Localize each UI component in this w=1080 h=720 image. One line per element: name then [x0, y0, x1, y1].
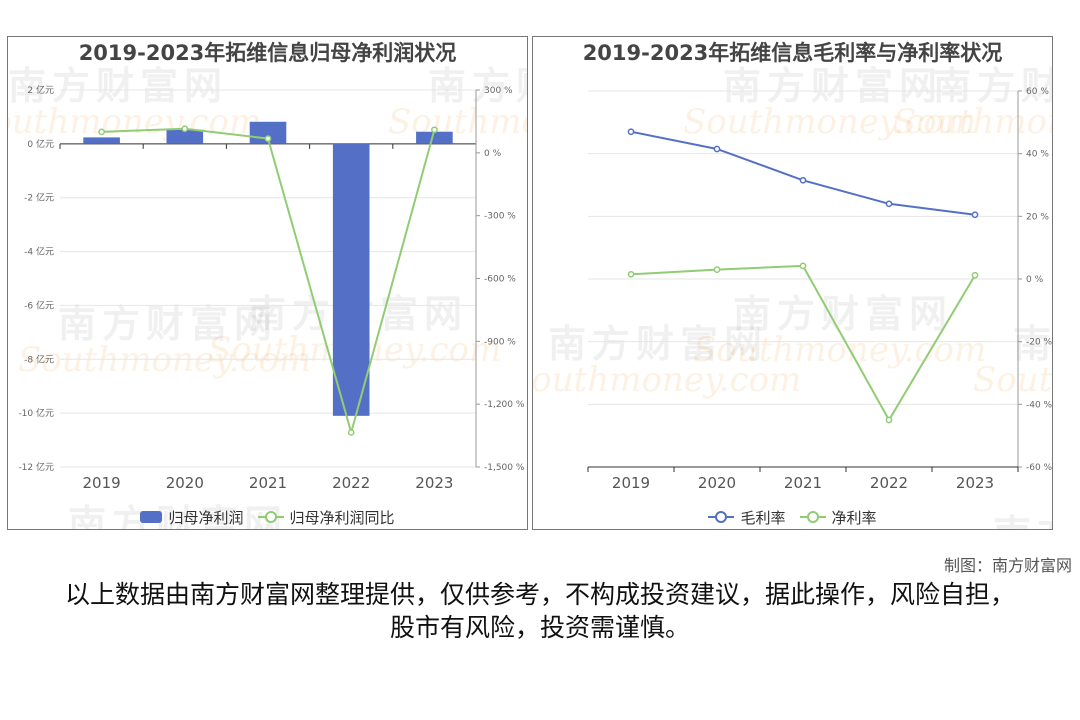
- y-right-tick-label: 20 %: [1026, 212, 1049, 222]
- point-net-profit-yoy: [98, 128, 105, 136]
- x-tick-label: 2020: [166, 474, 204, 492]
- legend-line-swatch: [257, 510, 284, 524]
- bar-net-profit: [166, 129, 204, 144]
- legend-line-swatch: [708, 510, 735, 524]
- y-left-tick-label: 0 亿元: [27, 138, 54, 150]
- margin-chart: 南方财富网Southmoney.com南方财富网Southmoney.com南方…: [533, 63, 1053, 530]
- y-left-tick-label: -6 亿元: [24, 299, 54, 311]
- margin-chart-title: 2019-2023年拓维信息毛利率与净利率状况: [582, 41, 1003, 65]
- watermark-cn: 南方财富网: [68, 501, 288, 530]
- x-tick-label: 2022: [332, 474, 370, 492]
- watermark-cn: 南方财富网: [723, 63, 943, 108]
- watermark-cn: 南方财富网: [8, 63, 228, 108]
- bar-net-profit: [416, 131, 453, 144]
- point-net-profit-yoy: [347, 429, 355, 436]
- legend-label: 毛利率: [740, 508, 786, 527]
- y-right-tick-label: 0 %: [1026, 275, 1044, 285]
- watermark-en: Southmoney.com: [18, 340, 311, 380]
- legend-bar-swatch: [140, 511, 163, 523]
- margin-legend: 毛利率 净利率: [533, 505, 1052, 529]
- watermark-cn: 南方财富网: [548, 321, 768, 366]
- net-profit-chart-panel: 南方财富网Southmoney.com南方财富网Southmoney.com南方…: [7, 36, 528, 530]
- y-left-tick-label: -2 亿元: [24, 192, 54, 204]
- bar-net-profit: [332, 143, 370, 416]
- point-gross-margin: [713, 145, 721, 153]
- point-net-margin: [971, 271, 979, 279]
- y-right-tick-label: 60 %: [1026, 87, 1049, 97]
- chart-credit: 制图：南方财富网: [943, 556, 1072, 575]
- legend-label: 归母净利润同比: [289, 508, 395, 527]
- x-tick-label: 2022: [870, 474, 908, 492]
- point-net-profit-yoy: [181, 125, 189, 133]
- watermark-en: Southmoney.com: [683, 102, 976, 142]
- point-net-margin: [799, 262, 807, 270]
- legend-item-net-margin[interactable]: 净利率: [799, 507, 877, 528]
- point-gross-margin: [971, 211, 979, 219]
- legend-line-swatch: [799, 510, 826, 524]
- x-tick-label: 2023: [956, 474, 994, 492]
- legend-item-net-profit[interactable]: 归母净利润: [140, 507, 244, 528]
- y-right-tick-label: -900 %: [484, 337, 516, 347]
- x-tick-label: 2020: [698, 474, 736, 492]
- point-net-profit-yoy: [431, 126, 438, 134]
- bar-net-profit: [83, 137, 120, 144]
- series-line-gross-margin: [630, 130, 976, 216]
- x-tick-label: 2019: [612, 474, 650, 492]
- point-gross-margin: [885, 200, 893, 208]
- point-net-margin: [885, 416, 893, 424]
- watermark-en: Southmoney.com: [893, 102, 1053, 142]
- margin-chart-panel: 南方财富网Southmoney.com南方财富网Southmoney.com南方…: [532, 36, 1053, 530]
- x-tick-label: 2021: [249, 474, 287, 492]
- watermark-en: Southmoney.com: [533, 360, 801, 400]
- y-right-tick-label: -1,200 %: [484, 400, 525, 410]
- y-right-tick-label: 0 %: [484, 149, 502, 159]
- watermark-cn: 南方财富网: [733, 291, 953, 336]
- y-right-tick-label: 300 %: [484, 86, 513, 96]
- legend-label: 归母净利润: [168, 508, 244, 527]
- point-gross-margin: [627, 128, 635, 136]
- point-net-profit-yoy: [264, 135, 272, 142]
- legend-item-net-profit-yoy[interactable]: 归母净利润同比: [257, 507, 395, 528]
- y-left-tick-label: -8 亿元: [24, 353, 54, 365]
- x-tick-label: 2021: [784, 474, 822, 492]
- y-left-tick-label: -12 亿元: [18, 461, 54, 473]
- y-left-tick-label: -4 亿元: [24, 246, 54, 258]
- x-tick-label: 2019: [83, 474, 121, 492]
- legend-label: 净利率: [831, 508, 877, 527]
- x-tick-label: 2023: [415, 474, 453, 492]
- point-net-margin: [627, 270, 635, 278]
- y-right-tick-label: -60 %: [1026, 463, 1053, 473]
- watermark-cn: 南方财富网: [58, 301, 278, 346]
- y-right-tick-label: -300 %: [484, 212, 516, 222]
- legend-item-gross-margin[interactable]: 毛利率: [708, 507, 786, 528]
- y-left-tick-label: -10 亿元: [18, 407, 54, 419]
- y-right-tick-label: 40 %: [1026, 150, 1049, 160]
- point-net-margin: [713, 266, 721, 273]
- y-right-tick-label: -40 %: [1026, 400, 1053, 410]
- net-profit-legend: 归母净利润 归母净利润同比: [8, 505, 527, 529]
- y-right-tick-label: -1,500 %: [484, 463, 525, 473]
- net-profit-chart-title: 2019-2023年拓维信息归母净利润状况: [78, 41, 457, 65]
- watermark-cn: 南方财富网: [1013, 321, 1053, 366]
- watermark-cn: 南方财富网: [993, 511, 1053, 530]
- watermark-en: Southmoney.com: [973, 360, 1053, 400]
- y-right-tick-label: -600 %: [484, 275, 516, 285]
- y-right-tick-label: -20 %: [1026, 338, 1053, 348]
- y-left-tick-label: 2 亿元: [27, 84, 54, 96]
- point-gross-margin: [799, 176, 807, 184]
- net-profit-chart: 南方财富网Southmoney.com南方财富网Southmoney.com南方…: [8, 63, 528, 530]
- series-line-net-profit-yoy: [101, 127, 436, 437]
- watermark-cn: 南方财富网: [428, 63, 528, 108]
- watermark-cn: 南方财富网: [933, 63, 1053, 108]
- disclaimer-text: 以上数据由南方财富网整理提供，仅供参考，不构成投资建议，据此操作，风险自担，股市…: [64, 580, 1015, 642]
- watermark-en: Southmoney.com: [8, 102, 261, 142]
- watermark-en: Southmoney.com: [693, 330, 986, 370]
- watermark-en: Southmoney.com: [388, 102, 528, 142]
